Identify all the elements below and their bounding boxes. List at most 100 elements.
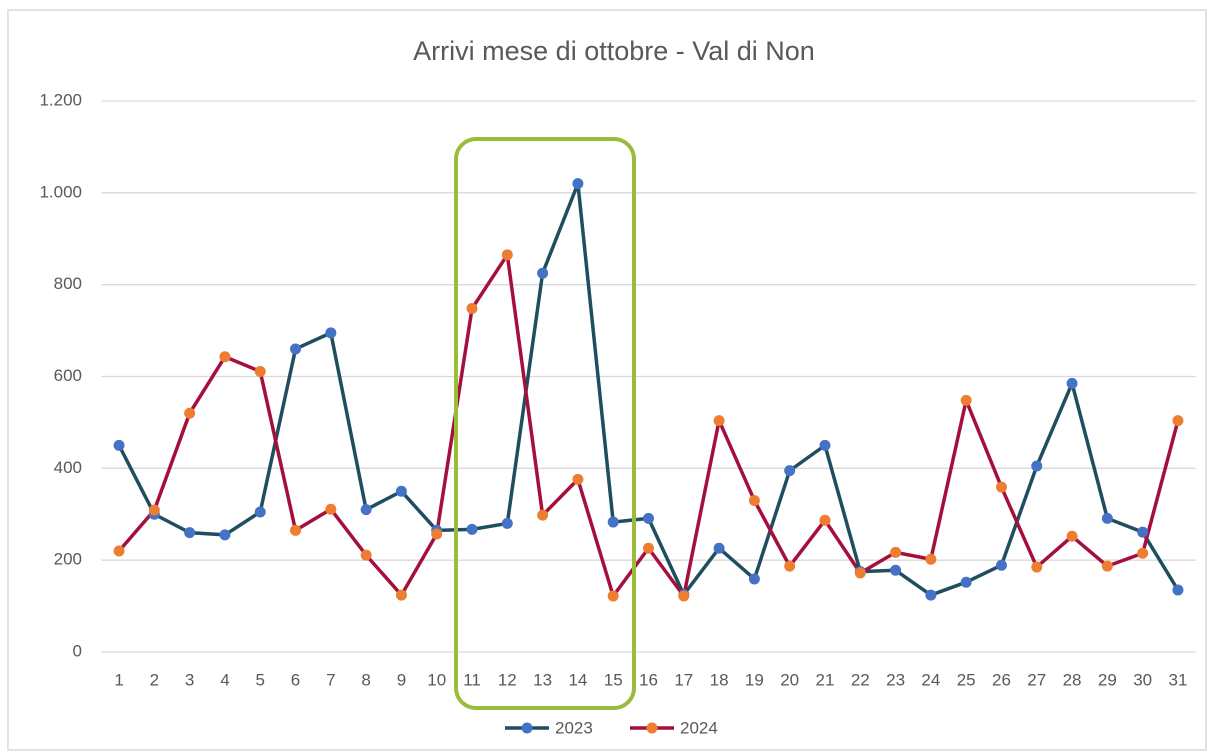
x-tick-label: 1: [114, 670, 123, 689]
x-tick-label: 19: [745, 670, 764, 689]
data-point: [748, 573, 760, 585]
x-tick-label: 11: [463, 670, 481, 689]
y-tick-label: 1.000: [39, 182, 82, 201]
data-point: [784, 560, 796, 572]
data-point: [572, 473, 584, 485]
x-tick-label: 13: [533, 670, 552, 689]
data-point: [607, 516, 619, 528]
data-point: [890, 546, 902, 558]
legend-label: 2024: [680, 718, 718, 737]
y-tick-label: 800: [54, 274, 82, 293]
x-tick-label: 12: [498, 670, 517, 689]
x-tick-label: 20: [780, 670, 799, 689]
y-tick-label: 1.200: [39, 90, 82, 109]
data-point: [572, 178, 584, 190]
x-tick-label: 10: [427, 670, 446, 689]
y-tick-label: 400: [54, 458, 82, 477]
x-tick-label: 6: [291, 670, 300, 689]
x-tick-label: 15: [604, 670, 623, 689]
data-point: [219, 351, 231, 363]
data-point: [466, 523, 478, 535]
data-point: [1101, 560, 1113, 572]
data-point: [819, 514, 831, 526]
data-point: [995, 559, 1007, 571]
data-point: [890, 564, 902, 576]
x-tick-label: 21: [816, 670, 835, 689]
data-point: [1031, 561, 1043, 573]
y-tick-label: 600: [54, 366, 82, 385]
data-point: [1137, 526, 1149, 538]
data-point: [395, 589, 407, 601]
data-point: [1066, 530, 1078, 542]
chart-title: Arrivi mese di ottobre - Val di Non: [413, 36, 815, 66]
chart-frame: [7, 9, 1207, 751]
x-tick-label: 22: [851, 670, 870, 689]
data-point: [1101, 512, 1113, 524]
data-point: [148, 504, 160, 516]
data-point: [290, 524, 302, 536]
data-point: [925, 589, 937, 601]
data-point: [819, 439, 831, 451]
data-point: [960, 394, 972, 406]
x-tick-label: 5: [256, 670, 265, 689]
data-point: [254, 365, 266, 377]
data-point: [325, 327, 337, 339]
data-point: [1066, 377, 1078, 389]
legend-marker: [646, 722, 658, 734]
data-point: [960, 576, 972, 588]
data-point: [290, 343, 302, 355]
x-tick-label: 3: [185, 670, 194, 689]
data-point: [713, 415, 725, 427]
data-point: [431, 528, 443, 540]
x-tick-label: 7: [326, 670, 335, 689]
data-point: [325, 503, 337, 515]
x-tick-label: 9: [397, 670, 406, 689]
data-point: [254, 506, 266, 518]
highlight-box: [454, 137, 636, 710]
data-point: [607, 590, 619, 602]
data-point: [537, 267, 549, 279]
data-point: [184, 407, 196, 419]
x-tick-label: 31: [1168, 670, 1187, 689]
data-point: [1137, 547, 1149, 559]
x-tick-label: 8: [361, 670, 370, 689]
data-point: [395, 485, 407, 497]
data-point: [537, 509, 549, 521]
data-point: [748, 494, 760, 506]
data-point: [1031, 460, 1043, 472]
y-tick-label: 200: [54, 550, 82, 569]
x-tick-label: 17: [674, 670, 693, 689]
data-point: [1172, 584, 1184, 596]
data-point: [360, 549, 372, 561]
x-tick-label: 16: [639, 670, 658, 689]
x-tick-label: 30: [1133, 670, 1152, 689]
data-point: [219, 529, 231, 541]
data-point: [113, 545, 125, 557]
data-point: [466, 303, 478, 315]
x-tick-label: 2: [150, 670, 159, 689]
x-tick-label: 18: [710, 670, 729, 689]
x-tick-label: 14: [568, 670, 587, 689]
x-tick-label: 24: [921, 670, 940, 689]
data-point: [360, 504, 372, 516]
x-tick-label: 4: [220, 670, 229, 689]
data-point: [854, 567, 866, 579]
data-point: [184, 527, 196, 539]
data-point: [643, 512, 654, 524]
x-tick-label: 28: [1063, 670, 1082, 689]
data-point: [784, 465, 796, 477]
data-point: [713, 542, 725, 554]
data-point: [678, 590, 690, 602]
x-tick-label: 27: [1027, 670, 1046, 689]
legend-marker: [521, 722, 533, 734]
x-tick-label: 26: [992, 670, 1011, 689]
data-point: [501, 249, 513, 261]
data-point: [643, 542, 654, 554]
x-tick-label: 25: [957, 670, 976, 689]
legend-label: 2023: [555, 718, 593, 737]
data-point: [925, 553, 937, 565]
data-point: [113, 439, 125, 451]
